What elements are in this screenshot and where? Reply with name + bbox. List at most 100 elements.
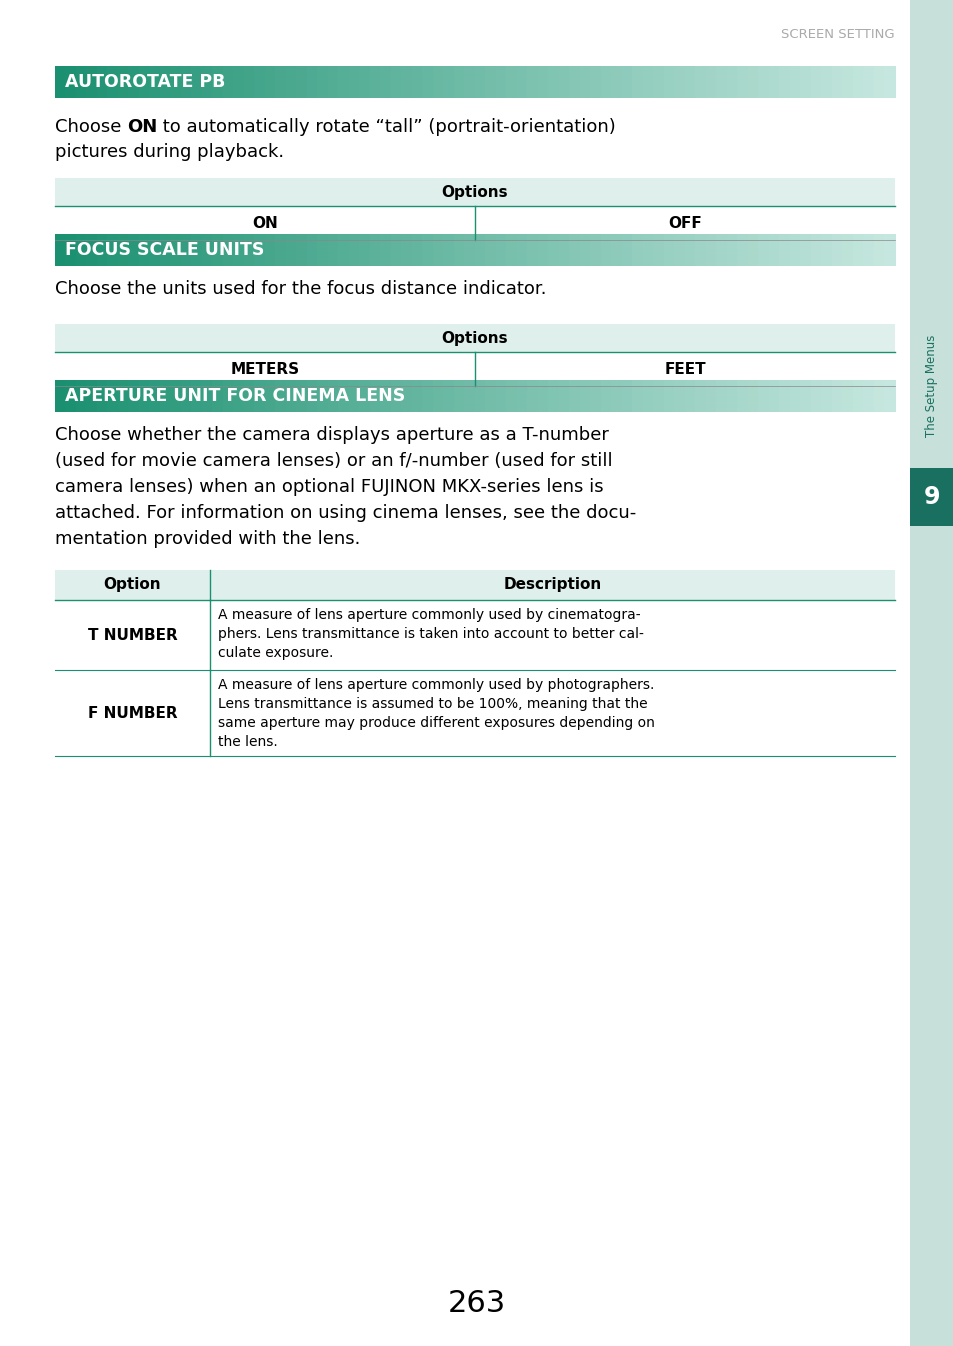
Bar bbox=[600, 66, 612, 98]
Bar bbox=[537, 234, 549, 267]
Bar bbox=[821, 234, 832, 267]
Bar bbox=[517, 380, 528, 412]
Bar bbox=[747, 66, 759, 98]
Text: Options: Options bbox=[441, 184, 508, 199]
Bar bbox=[181, 66, 193, 98]
Text: to automatically rotate “tall” (portrait-orientation): to automatically rotate “tall” (portrait… bbox=[157, 118, 615, 136]
Bar bbox=[768, 380, 780, 412]
Text: (used for movie camera lenses) or an f/-number (used for still: (used for movie camera lenses) or an f/-… bbox=[55, 452, 612, 470]
Bar bbox=[569, 380, 580, 412]
Text: A measure of lens aperture commonly used by photographers.: A measure of lens aperture commonly used… bbox=[218, 678, 654, 692]
Bar bbox=[192, 66, 203, 98]
Bar bbox=[663, 380, 675, 412]
Bar bbox=[265, 66, 276, 98]
Text: F NUMBER: F NUMBER bbox=[88, 705, 177, 720]
Bar bbox=[233, 66, 245, 98]
Bar bbox=[642, 234, 654, 267]
Bar bbox=[380, 380, 392, 412]
Bar bbox=[265, 234, 276, 267]
Bar bbox=[202, 380, 213, 412]
Text: the lens.: the lens. bbox=[218, 735, 277, 748]
Bar bbox=[831, 380, 842, 412]
Bar bbox=[359, 380, 371, 412]
Bar bbox=[359, 66, 371, 98]
Bar bbox=[821, 66, 832, 98]
Bar bbox=[768, 234, 780, 267]
Text: pictures during playback.: pictures during playback. bbox=[55, 143, 284, 162]
Bar bbox=[192, 380, 203, 412]
Bar bbox=[129, 66, 140, 98]
Bar bbox=[590, 234, 601, 267]
Bar bbox=[307, 380, 318, 412]
Bar bbox=[674, 380, 685, 412]
Bar bbox=[328, 66, 339, 98]
Text: FOCUS SCALE UNITS: FOCUS SCALE UNITS bbox=[65, 241, 264, 258]
Bar bbox=[737, 380, 748, 412]
Text: ON: ON bbox=[252, 215, 277, 230]
Bar bbox=[108, 234, 119, 267]
Bar bbox=[76, 234, 88, 267]
Bar bbox=[485, 380, 497, 412]
Bar bbox=[653, 380, 664, 412]
Bar bbox=[548, 66, 559, 98]
Bar bbox=[118, 66, 130, 98]
Text: Choose whether the camera displays aperture as a T-number: Choose whether the camera displays apert… bbox=[55, 425, 608, 444]
Bar bbox=[862, 66, 874, 98]
Bar bbox=[275, 380, 287, 412]
Bar bbox=[275, 234, 287, 267]
Bar bbox=[800, 380, 811, 412]
Bar bbox=[433, 234, 444, 267]
Bar bbox=[359, 234, 371, 267]
Bar bbox=[213, 380, 224, 412]
Bar bbox=[569, 234, 580, 267]
Bar bbox=[433, 380, 444, 412]
Text: T NUMBER: T NUMBER bbox=[88, 627, 177, 642]
Bar bbox=[475, 380, 486, 412]
Bar bbox=[254, 234, 266, 267]
Bar bbox=[391, 66, 402, 98]
Bar bbox=[139, 234, 151, 267]
Bar bbox=[684, 66, 696, 98]
Bar bbox=[150, 380, 161, 412]
Bar bbox=[433, 66, 444, 98]
Bar bbox=[317, 234, 329, 267]
Bar bbox=[454, 66, 465, 98]
Bar bbox=[129, 380, 140, 412]
Bar bbox=[684, 234, 696, 267]
Bar bbox=[422, 66, 434, 98]
Bar bbox=[705, 66, 717, 98]
Text: same aperture may produce different exposures depending on: same aperture may produce different expo… bbox=[218, 716, 654, 730]
Bar bbox=[883, 66, 895, 98]
Bar bbox=[716, 234, 727, 267]
Bar bbox=[789, 380, 801, 412]
Bar bbox=[202, 234, 213, 267]
Bar bbox=[758, 234, 769, 267]
Bar bbox=[883, 234, 895, 267]
Bar bbox=[800, 66, 811, 98]
Bar bbox=[55, 324, 894, 353]
Text: APERTURE UNIT FOR CINEMA LENS: APERTURE UNIT FOR CINEMA LENS bbox=[65, 388, 405, 405]
Bar bbox=[317, 66, 329, 98]
Bar bbox=[909, 468, 953, 526]
Text: mentation provided with the lens.: mentation provided with the lens. bbox=[55, 530, 360, 548]
Bar bbox=[747, 380, 759, 412]
Bar bbox=[412, 380, 423, 412]
Bar bbox=[810, 234, 821, 267]
Bar bbox=[160, 234, 172, 267]
Bar bbox=[590, 380, 601, 412]
Bar bbox=[632, 234, 643, 267]
Bar bbox=[401, 234, 413, 267]
Bar bbox=[213, 66, 224, 98]
Bar bbox=[443, 66, 455, 98]
Bar bbox=[862, 380, 874, 412]
Bar bbox=[726, 66, 738, 98]
Bar bbox=[87, 234, 98, 267]
Bar bbox=[97, 66, 109, 98]
Bar bbox=[391, 234, 402, 267]
Bar bbox=[841, 234, 853, 267]
Bar bbox=[496, 66, 507, 98]
Bar bbox=[233, 380, 245, 412]
Bar bbox=[779, 234, 790, 267]
Bar bbox=[380, 234, 392, 267]
Bar bbox=[558, 380, 570, 412]
